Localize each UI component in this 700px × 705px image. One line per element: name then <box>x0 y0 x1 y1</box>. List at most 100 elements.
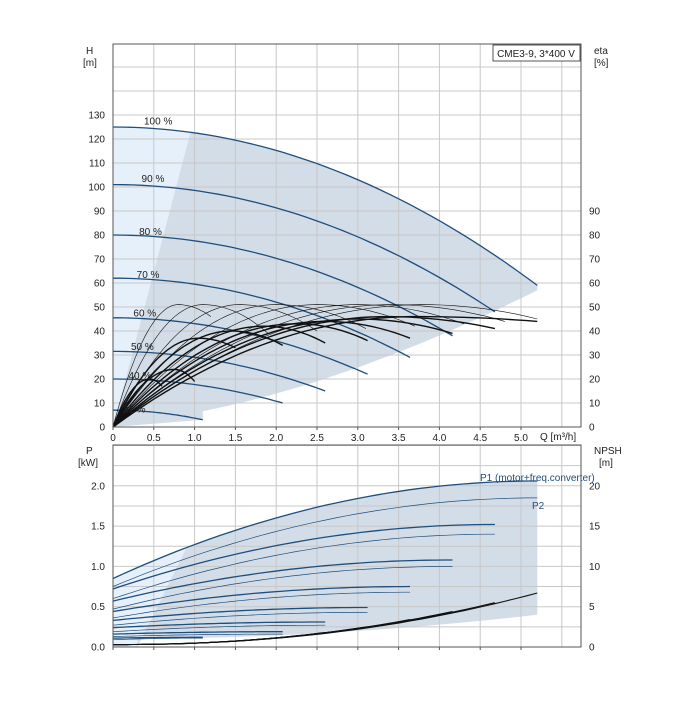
p1-curve-3 <box>112 559 453 602</box>
y-tick-label-h: 30 <box>94 351 106 362</box>
x-tick-label: 4.0 <box>432 433 446 444</box>
p1-curve-4 <box>112 585 411 613</box>
y-tick-label-h: 100 <box>88 183 105 194</box>
head-curve-80 <box>112 234 453 337</box>
bottom-curves <box>112 480 538 646</box>
top-tick-labels: 0 0.5 1.0 1.5 2.0 2.5 3.0 3.5 4.0 4.5 5.0 0 10 20 30 40… <box>88 111 600 445</box>
y-axis-label-npsh: NPSH <box>594 446 622 457</box>
iso-efficiency-curve-7 <box>112 304 269 428</box>
chart-title: CME3-9, 3*400 V <box>497 49 575 60</box>
y-axis-unit-eta: [%] <box>594 58 609 69</box>
y-tick-label-p: 0.5 <box>91 602 105 613</box>
x-axis-label: Q [m³/h] <box>540 432 576 443</box>
p2-curve-3 <box>112 566 453 610</box>
speed-label: 80 % <box>139 227 162 238</box>
y-tick-label-p: 0.0 <box>91 643 105 654</box>
y-tick-label-npsh: 20 <box>589 481 601 492</box>
y-axis-label-eta: eta <box>594 46 608 57</box>
p1-curve-7 <box>112 631 283 635</box>
y-tick-label-eta: 60 <box>589 279 601 290</box>
speed-label: 100 % <box>144 117 172 128</box>
y-tick-label-npsh: 0 <box>589 643 595 654</box>
legend-p1: P1 (motor+freq.converter) <box>480 473 595 484</box>
speed-label: 50 % <box>131 342 154 353</box>
x-tick-label: 0 <box>110 433 116 444</box>
p2-curve-5 <box>112 611 368 626</box>
y-tick-label-h: 80 <box>94 231 106 242</box>
iso-efficiency-curve-6 <box>112 304 318 428</box>
p1-curve-1 <box>112 480 538 580</box>
y-tick-label-h: 90 <box>94 207 106 218</box>
p1-curve-2 <box>112 523 495 590</box>
iso-efficiency-curve-5 <box>112 304 367 428</box>
y-tick-label-eta: 40 <box>589 327 601 338</box>
p2-curve-7 <box>112 633 283 637</box>
y-axis-unit-npsh: [m] <box>599 458 613 469</box>
x-tick-label: 4.5 <box>473 433 487 444</box>
y-tick-label-eta: 50 <box>589 303 601 314</box>
y-tick-label-eta: 0 <box>589 423 595 434</box>
bottom-plot-frame <box>112 444 582 648</box>
p1-curve-8 <box>113 636 203 639</box>
top-plot-area: 0 0.5 1.0 1.5 2.0 2.5 3.0 3.5 4.0 4.5 5.0 0 10 20 30 40… <box>83 43 609 445</box>
speed-label: 60 % <box>133 309 156 320</box>
y-tick-label-eta: 80 <box>589 231 601 242</box>
y-tick-label-eta: 20 <box>589 375 601 386</box>
y-tick-label-h: 130 <box>88 111 105 122</box>
bottom-grid <box>113 445 581 647</box>
head-curve-50 <box>113 350 326 392</box>
speed-label: 40 % <box>129 371 152 382</box>
x-tick-label: 2.0 <box>269 433 283 444</box>
iso-efficiency-curve-3 <box>112 304 464 428</box>
x-tick-label: 0.5 <box>147 433 161 444</box>
bottom-tick-labels: 0.0 0.5 1.0 1.5 2.0 0 5 10 15 20 <box>91 481 600 653</box>
y-tick-label-p: 1.0 <box>91 562 105 573</box>
y-tick-label-p: 1.5 <box>91 522 105 533</box>
p2-curve-6 <box>112 624 326 633</box>
p1-curve-5 <box>112 606 368 622</box>
y-tick-label-eta: 30 <box>589 351 601 362</box>
title-box: CME3-9, 3*400 V <box>492 44 581 62</box>
y-tick-label-eta: 90 <box>589 207 601 218</box>
efficiency-curve-6 <box>112 325 326 428</box>
efficiency-curve-3 <box>112 318 453 428</box>
head-curve-40 <box>113 378 283 404</box>
y-tick-label-npsh: 10 <box>589 562 601 573</box>
speed-label: 31 % <box>123 405 146 416</box>
head-curve-70 <box>113 277 411 358</box>
x-tick-label: 3.5 <box>392 433 406 444</box>
p2-curve-2 <box>112 533 495 599</box>
head-curve-90 <box>112 183 496 313</box>
head-curve-100 <box>112 126 538 286</box>
top-plot-frame <box>112 43 582 428</box>
y-tick-label-npsh: 5 <box>589 602 595 613</box>
npsh-curve-7 <box>113 636 283 646</box>
p1-curve-6 <box>112 621 326 629</box>
top-curves <box>112 126 538 428</box>
y-tick-label-h: 20 <box>94 375 106 386</box>
y-tick-label-h: 60 <box>94 279 106 290</box>
speed-label: 90 % <box>142 174 165 185</box>
iso-efficiency-curve-2 <box>112 304 505 428</box>
y-axis-label-h: H <box>86 46 93 57</box>
y-tick-label-h: 40 <box>94 327 106 338</box>
y-axis-label-p: P <box>86 446 93 457</box>
y-tick-label-npsh: 15 <box>589 522 601 533</box>
y-tick-label-p: 2.0 <box>91 481 105 492</box>
y-axis-unit-p: [kW] <box>78 458 98 469</box>
bottom-light-band <box>113 547 187 647</box>
y-tick-label-eta: 70 <box>589 255 601 266</box>
y-axis-unit-h: [m] <box>83 58 97 69</box>
y-tick-label-h: 10 <box>94 399 106 410</box>
speed-label: 70 % <box>137 270 160 281</box>
y-tick-label-h: 120 <box>88 135 105 146</box>
x-tick-label: 1.0 <box>188 433 202 444</box>
p2-curve-1 <box>112 497 538 587</box>
p2-curve-4 <box>112 591 410 619</box>
efficiency-curve-5 <box>112 323 368 428</box>
legend-p2: P2 <box>532 501 545 512</box>
iso-efficiency-curve-1 <box>112 304 538 428</box>
efficiency-curve-8 <box>112 337 236 428</box>
